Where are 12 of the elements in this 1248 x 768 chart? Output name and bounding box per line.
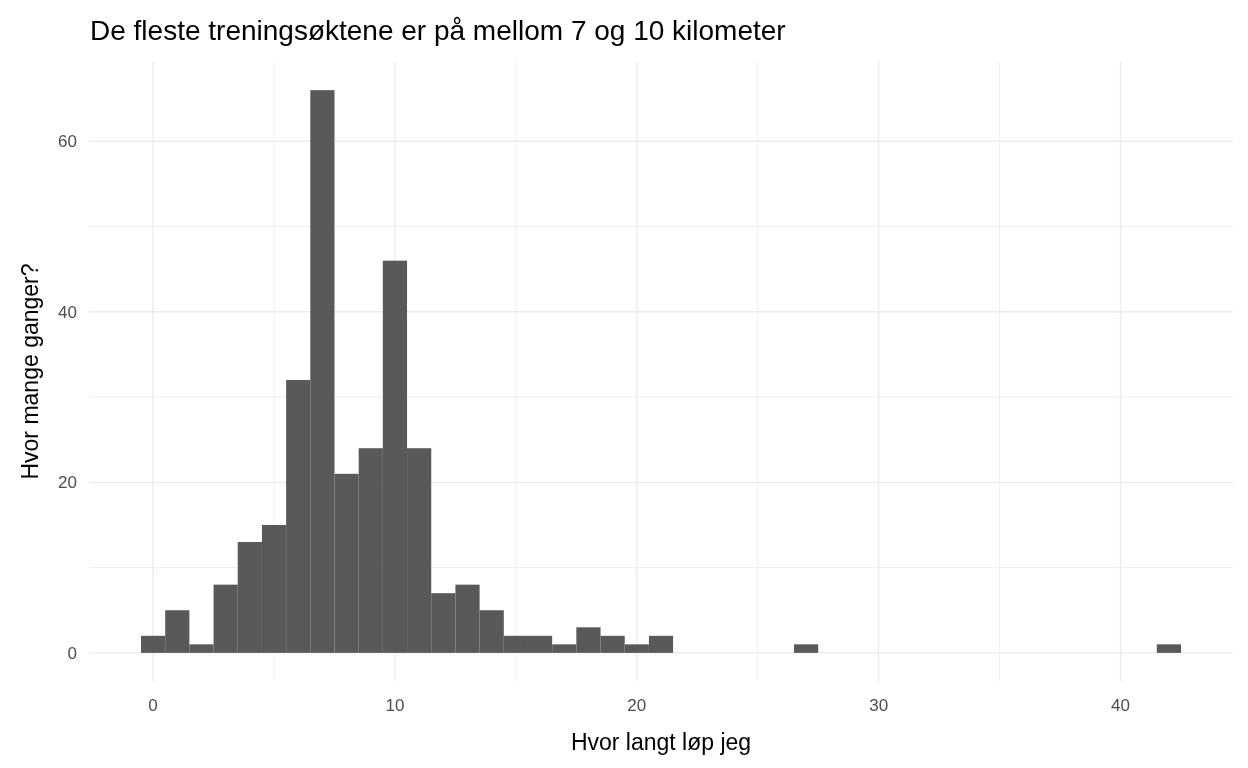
x-axis-title: Hvor langt løp jeg: [570, 729, 752, 755]
y-tick-label: 0: [67, 643, 77, 663]
chart-title: De fleste treningsøktene er på mellom 7 og 10 kilometer: [90, 15, 786, 46]
y-tick-label: 20: [58, 473, 77, 493]
y-tick-label: 60: [58, 132, 77, 152]
y-tick-label: 40: [58, 302, 77, 322]
x-tick-label: 30: [869, 696, 889, 715]
x-tick-label: 40: [1111, 696, 1130, 715]
x-tick-label: 0: [148, 696, 158, 715]
x-tick-label: 20: [627, 696, 647, 715]
y-axis-title: Hvor mange ganger?: [17, 263, 43, 480]
x-tick-label: 10: [385, 696, 405, 715]
